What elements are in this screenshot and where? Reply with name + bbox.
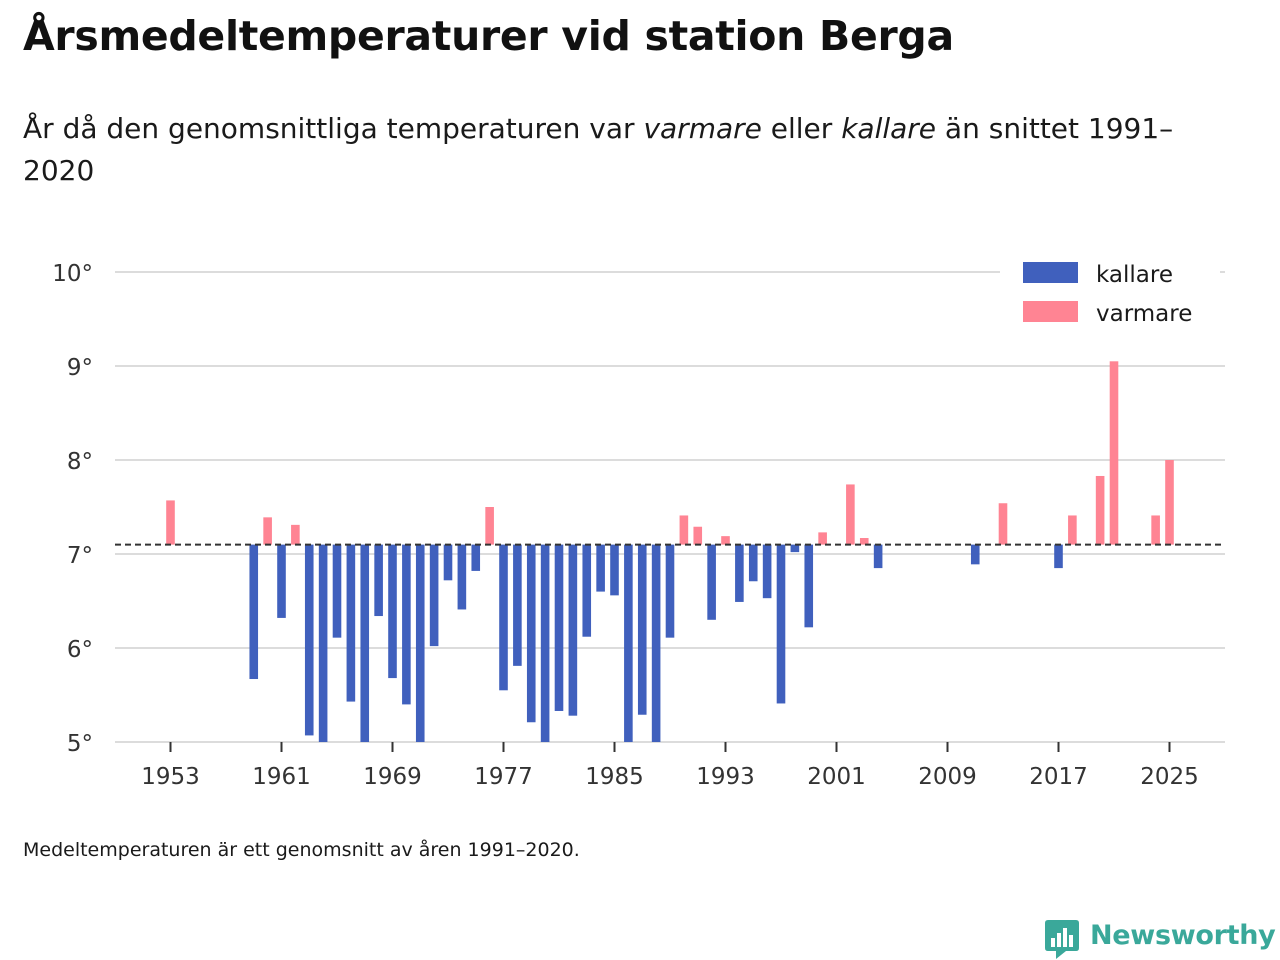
- bar-cold: [804, 544, 814, 628]
- x-tick-label: 2001: [807, 764, 866, 790]
- bar-cold: [415, 544, 425, 742]
- legend-swatch-cold: [1023, 262, 1078, 283]
- x-tick-label: 1985: [585, 764, 644, 790]
- bar-cold: [443, 544, 453, 581]
- bar-warm: [679, 515, 689, 545]
- bar-cold: [249, 544, 259, 680]
- x-tick-label: 1977: [474, 764, 533, 790]
- bar-cold: [582, 544, 592, 637]
- x-axis: 1953 1961 1969 1977 1985 1993 2001 2009 2017 2025: [141, 742, 1199, 790]
- bar-cold: [790, 544, 800, 553]
- bar-cold: [346, 544, 356, 702]
- x-tick-label: 1969: [363, 764, 422, 790]
- bar-cold: [513, 544, 522, 666]
- bar-warm: [263, 517, 272, 545]
- x-tick-label: 2009: [918, 764, 977, 790]
- bar-warm: [1165, 460, 1174, 545]
- bar-cold: [735, 544, 744, 602]
- chart-subtitle: År då den genomsnittliga temperaturen va…: [23, 108, 1203, 192]
- y-tick-label: 5°: [67, 731, 93, 757]
- subtitle-text-start: År då den genomsnittliga temperaturen va…: [23, 112, 644, 145]
- bar-warm: [846, 484, 855, 545]
- gridlines: [115, 271, 1225, 743]
- x-tick-label: 1993: [696, 764, 755, 790]
- bar-cold: [360, 544, 370, 742]
- bar-cold: [568, 544, 578, 716]
- legend-label-warm: varmare: [1096, 301, 1192, 327]
- bar-warm: [1095, 475, 1105, 545]
- bar-warm: [859, 538, 869, 545]
- x-tick-label: 2025: [1140, 764, 1199, 790]
- bar-warm: [721, 536, 730, 545]
- subtitle-cold-word: kallare: [841, 112, 937, 145]
- y-tick-label: 6°: [67, 637, 93, 663]
- bar-cold: [610, 544, 619, 596]
- brand-logo[interactable]: Newsworthy: [1044, 918, 1276, 960]
- y-axis: 5° 6° 7° 8° 9° 10°: [52, 261, 93, 757]
- bar-cold: [776, 544, 786, 704]
- bar-cold: [873, 544, 883, 569]
- bar-series: [166, 361, 1174, 742]
- bar-cold: [429, 544, 439, 647]
- y-tick-label: 9°: [67, 355, 93, 381]
- bar-warm: [818, 532, 827, 545]
- subtitle-text-mid: eller: [761, 112, 842, 145]
- y-tick-label: 8°: [67, 449, 93, 475]
- bar-cold: [388, 544, 397, 679]
- bar-cold: [526, 544, 536, 723]
- legend-swatch-warm: [1023, 301, 1078, 322]
- bar-cold: [457, 544, 467, 610]
- bar-cold: [304, 544, 314, 736]
- bar-warm: [998, 503, 1008, 545]
- y-tick-label: 10°: [52, 261, 93, 287]
- bar-warm: [166, 500, 175, 545]
- x-tick-label: 1961: [252, 764, 311, 790]
- x-tick-label: 1953: [141, 764, 200, 790]
- x-tick-label: 2017: [1029, 764, 1088, 790]
- bar-cold: [596, 544, 605, 592]
- newsworthy-logo-icon: [1045, 920, 1079, 959]
- bar-cold: [402, 544, 411, 705]
- bar-cold: [970, 544, 980, 565]
- brand-name: Newsworthy: [1090, 920, 1276, 951]
- temperature-bar-chart: 5° 6° 7° 8° 9° 10° 1953 1961 1969 1977 1985 1993 20…: [52, 256, 1225, 790]
- bar-cold: [471, 544, 481, 571]
- bar-warm: [291, 524, 300, 545]
- subtitle-warm-word: varmare: [643, 112, 762, 145]
- bar-cold: [1054, 544, 1063, 569]
- bar-cold: [318, 544, 328, 742]
- bar-warm: [1068, 515, 1077, 545]
- subtitle-text-end: än snittet 1991–2020: [23, 112, 1174, 187]
- bar-cold: [374, 544, 383, 617]
- bar-warm: [1109, 361, 1119, 545]
- legend: kallare varmare: [1000, 256, 1220, 336]
- bar-warm: [693, 526, 703, 545]
- bar-cold: [540, 544, 550, 742]
- bar-cold: [707, 544, 716, 620]
- bar-cold: [637, 544, 647, 715]
- footnote: Medeltemperaturen är ett genomsnitt av å…: [23, 839, 580, 861]
- chart-title: Årsmedeltemperaturer vid station Berga: [23, 12, 954, 60]
- bar-cold: [277, 544, 286, 618]
- bar-warm: [485, 507, 494, 545]
- bar-cold: [762, 544, 772, 599]
- y-tick-label: 7°: [67, 543, 93, 569]
- bar-cold: [748, 544, 758, 582]
- bar-cold: [665, 544, 675, 638]
- bar-cold: [499, 544, 508, 691]
- legend-label-cold: kallare: [1096, 262, 1173, 288]
- bar-warm: [1151, 515, 1160, 545]
- bar-cold: [651, 544, 661, 742]
- bar-cold: [624, 544, 633, 742]
- bar-cold: [554, 544, 564, 711]
- bar-cold: [332, 544, 342, 638]
